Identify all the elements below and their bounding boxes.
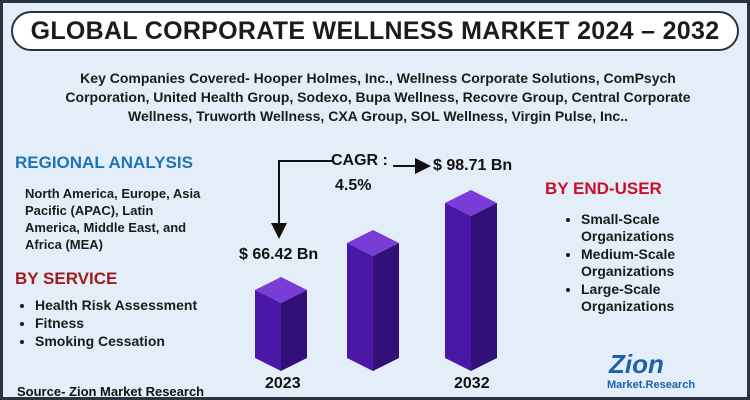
service-item: Fitness bbox=[35, 315, 205, 332]
title: GLOBAL CORPORATE WELLNESS MARKET 2024 – … bbox=[11, 11, 739, 51]
cagr-label: CAGR : bbox=[331, 152, 388, 169]
regional-text: North America, Europe, Asia Pacific (APA… bbox=[25, 186, 201, 252]
service-list: Health Risk Assessment Fitness Smoking C… bbox=[17, 297, 205, 351]
arrow bbox=[271, 160, 333, 239]
companies: Key Companies Covered- Hooper Holmes, In… bbox=[65, 70, 691, 124]
logo-sub: Market.Research bbox=[607, 379, 696, 391]
service-item: Health Risk Assessment bbox=[35, 297, 205, 314]
end-user-item: Large-Scale Organizations bbox=[581, 281, 731, 315]
end-user-item: Medium-Scale Organizations bbox=[581, 246, 731, 280]
start-value: $ 66.42 Bn bbox=[239, 246, 319, 263]
graphics bbox=[255, 158, 497, 371]
end-user-title: BY END-USER bbox=[545, 179, 662, 198]
end-user-item: Small-Scale Organizations bbox=[581, 211, 731, 245]
cagr-value: 4.5% bbox=[335, 177, 372, 194]
bar-2032 bbox=[445, 190, 497, 371]
bar-2023 bbox=[255, 277, 307, 371]
end-year: 2032 bbox=[454, 375, 490, 392]
end-value: $ 98.71 Bn bbox=[433, 157, 513, 174]
service-title: BY SERVICE bbox=[15, 269, 118, 288]
start-year: 2023 bbox=[265, 375, 301, 392]
service-item: Smoking Cessation bbox=[35, 333, 205, 350]
regional-title: REGIONAL ANALYSIS bbox=[15, 153, 193, 172]
end-user-list: Small-Scale Organizations Medium-Scale O… bbox=[563, 211, 731, 316]
logo-name: Zion bbox=[609, 349, 664, 379]
source: Source- Zion Market Research bbox=[17, 384, 205, 399]
bar-mid bbox=[347, 230, 399, 371]
